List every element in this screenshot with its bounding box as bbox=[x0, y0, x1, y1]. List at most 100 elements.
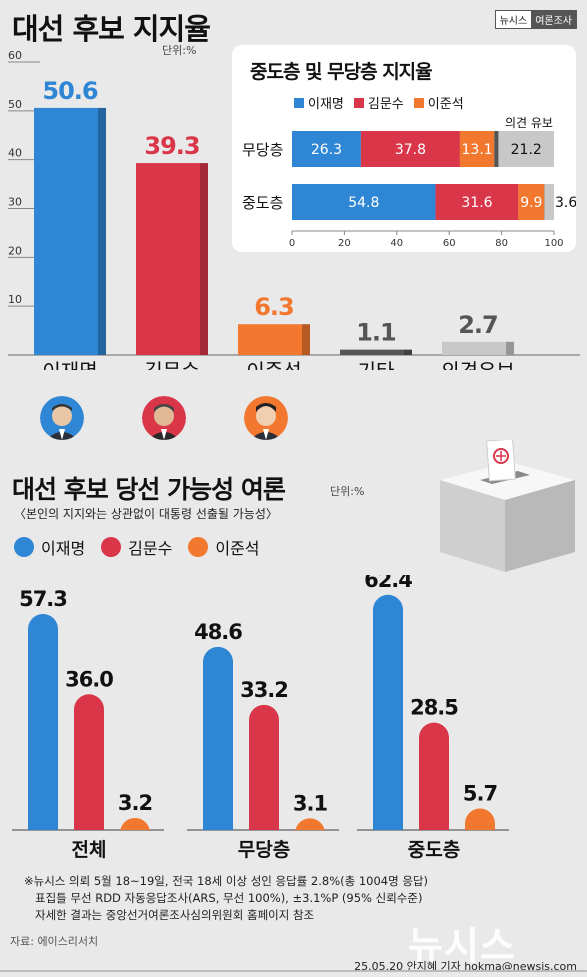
bar-side bbox=[506, 341, 514, 355]
x-tick-label: 60 bbox=[443, 238, 456, 249]
x-tick-label: 0 bbox=[289, 238, 295, 249]
category-label: 기타 bbox=[358, 359, 395, 370]
reserved-label: 의견 유보 bbox=[505, 116, 553, 130]
source-label: 자료: 에이스리서치 bbox=[10, 935, 99, 948]
bar bbox=[295, 818, 325, 834]
category-label: 김문수 bbox=[144, 359, 199, 370]
bar bbox=[373, 594, 403, 830]
stack-segment bbox=[292, 131, 361, 167]
segment-value-label: 21.2 bbox=[511, 142, 542, 158]
bar-value-label: 5.7 bbox=[463, 782, 497, 806]
y-tick-label: 30 bbox=[8, 196, 22, 209]
ballot-box-icon bbox=[440, 440, 575, 572]
footnote-line: 자세한 결과는 중앙선거여론조사심의위원회 홈페이지 참조 bbox=[35, 908, 315, 922]
source-badge: 뉴시스 여론조사 bbox=[494, 10, 577, 29]
legend-dot bbox=[101, 537, 122, 557]
x-tick-label: 80 bbox=[495, 238, 508, 249]
bar bbox=[34, 107, 98, 355]
bar-value-label: 3.2 bbox=[118, 791, 152, 815]
segment-value-label: 13.1 bbox=[462, 142, 493, 158]
section2-unit: 단위:% bbox=[330, 485, 365, 498]
legend-label: 김문수 bbox=[367, 97, 404, 112]
avatar-kim-ms bbox=[142, 396, 186, 440]
bar bbox=[238, 324, 302, 355]
credit-line: 25.05.20 안지혜 기자 hokma@newsis.com bbox=[354, 960, 577, 973]
bar-value-label: 62.4 bbox=[364, 575, 412, 592]
section2-title: 대선 후보 당선 가능성 여론 bbox=[12, 475, 286, 504]
group-label: 무당층 bbox=[238, 839, 290, 861]
segment-value-label: 31.6 bbox=[461, 195, 492, 211]
legend-item-lee-jm: 이재명 bbox=[294, 93, 344, 112]
stack-segment bbox=[498, 131, 554, 167]
segment-value-label: 37.8 bbox=[395, 142, 426, 158]
bar bbox=[74, 694, 104, 830]
bottom-divider bbox=[0, 970, 587, 972]
stack-segment bbox=[544, 184, 554, 220]
category-label: 이재명 bbox=[42, 359, 97, 370]
bar-value-label: 39.3 bbox=[144, 132, 199, 160]
group-label: 전체 bbox=[72, 839, 107, 861]
row-label: 무당층 bbox=[242, 141, 283, 159]
bar bbox=[203, 646, 233, 830]
legend-swatch bbox=[294, 97, 304, 108]
bar bbox=[340, 349, 404, 355]
legend-label: 이재명 bbox=[308, 97, 344, 112]
stack-segment bbox=[435, 184, 519, 220]
segment-value-label: 26.3 bbox=[311, 142, 342, 158]
legend-label: 이준석 bbox=[215, 539, 260, 558]
bar-value-label: 1.1 bbox=[356, 319, 396, 347]
bar-value-label: 6.3 bbox=[254, 293, 294, 321]
stack-segment bbox=[292, 184, 436, 220]
bar-value-label: 33.2 bbox=[240, 678, 288, 702]
footnote-line: 표집틀 무선 RDD 자동응답조사(ARS, 무선 100%), ±3.1%P … bbox=[35, 891, 423, 905]
segment-value-label: 54.8 bbox=[348, 195, 379, 211]
category-label: 이준석 bbox=[246, 359, 301, 370]
bar bbox=[249, 704, 279, 830]
legend-swatch bbox=[413, 97, 424, 108]
legend-dot bbox=[188, 537, 209, 557]
section2-subtitle: 〈본인의 지지와는 상관없이 대통령 선출될 가능성〉 bbox=[14, 507, 278, 521]
y-tick-label: 50 bbox=[8, 98, 22, 111]
legend-swatch bbox=[353, 97, 364, 108]
legend-label: 이재명 bbox=[41, 539, 86, 558]
legend-label: 이준석 bbox=[427, 97, 464, 112]
bar-side bbox=[302, 324, 310, 355]
legend-dot bbox=[14, 537, 34, 557]
inset-legend: 이재명 김문수 이준석 bbox=[294, 93, 474, 112]
watermark-logo: 뉴시스 bbox=[408, 924, 516, 968]
stack-segment bbox=[494, 131, 499, 167]
bar-value-label: 50.6 bbox=[42, 77, 98, 105]
legend2-item-lee-js: 이준석 bbox=[188, 535, 260, 559]
chart-title: 대선 후보 지지율 bbox=[12, 12, 211, 46]
legend2-item-lee-jm: 이재명 bbox=[14, 535, 85, 559]
stack-segment bbox=[360, 131, 460, 167]
avatar-lee-jm bbox=[40, 396, 84, 440]
stack-segment bbox=[459, 131, 495, 167]
inset-panel: 중도층 및 무당층 지지율 이재명 김문수 이준석 의견 유보 무당층 26.3 3… bbox=[232, 45, 576, 252]
bar-value-label: 2.7 bbox=[458, 311, 498, 339]
x-tick-label: 100 bbox=[544, 238, 563, 249]
support-bar-chart: 10203040506050.6이재명39.3김문수6.3이준석1.1기타인물2… bbox=[8, 50, 580, 370]
win-likelihood-chart: 57.3 36.0 3.2 전체 48.6 33.2 3.1 무당층 62.4 28.5 5.7 중도… bbox=[12, 575, 509, 861]
bar bbox=[28, 614, 58, 830]
bar bbox=[120, 817, 150, 833]
inset-stacked-chart: 무당층 26.3 37.8 13.1 21.2 중도층 54.8 31.6 9.9 3.6 0 20 4… bbox=[242, 131, 576, 249]
bar-value-label: 57.3 bbox=[19, 587, 67, 611]
bar bbox=[465, 808, 495, 830]
footnote-line: ※뉴시스 의뢰 5월 18~19일, 전국 18세 이상 성인 응답률 2.8%… bbox=[24, 874, 428, 888]
group-label: 중도층 bbox=[408, 839, 460, 861]
bar bbox=[136, 163, 200, 355]
bar bbox=[442, 341, 506, 355]
badge-right: 여론조사 bbox=[531, 11, 576, 28]
segment-value-label: 3.6 bbox=[555, 195, 576, 211]
bar-value-label: 28.5 bbox=[410, 696, 458, 720]
stack-segment bbox=[544, 184, 545, 220]
legend-label: 김문수 bbox=[128, 539, 173, 558]
y-tick-label: 60 bbox=[8, 50, 22, 62]
footnotes: ※뉴시스 의뢰 5월 18~19일, 전국 18세 이상 성인 응답률 2.8%… bbox=[24, 873, 428, 924]
y-tick-label: 20 bbox=[8, 244, 22, 257]
bar-value-label: 48.6 bbox=[194, 620, 242, 644]
stack-segment bbox=[518, 184, 545, 220]
bar bbox=[419, 722, 449, 830]
